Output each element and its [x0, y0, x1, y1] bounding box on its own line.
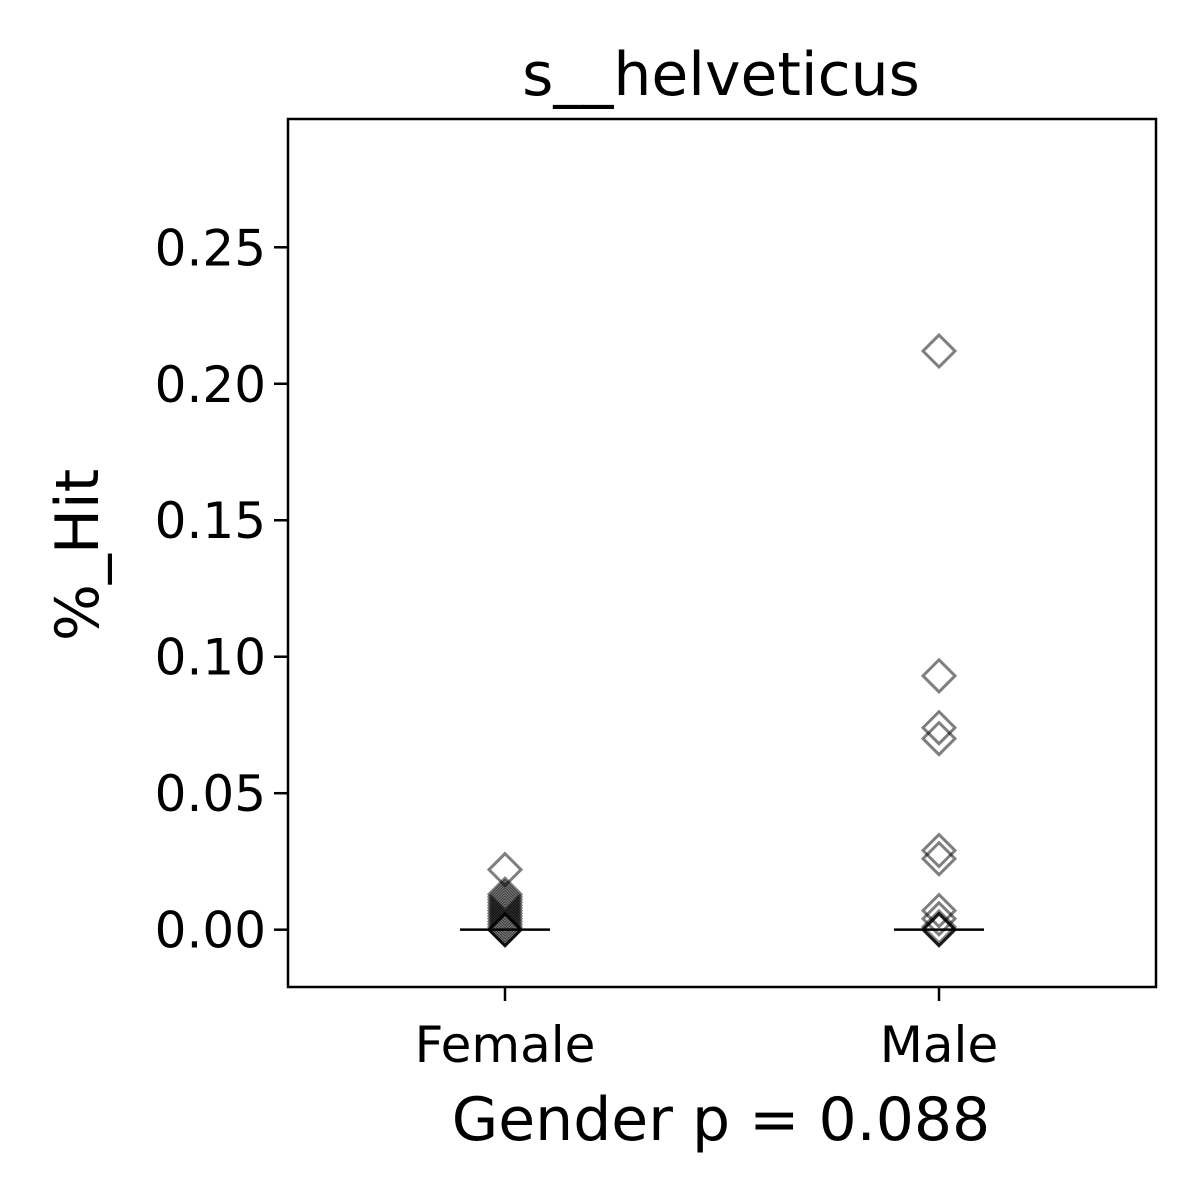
- data-points: [486, 332, 958, 948]
- x-axis: Female Male: [415, 987, 998, 1074]
- data-point: [920, 657, 958, 694]
- data-point: [920, 709, 958, 746]
- y-tick-label: 0.15: [155, 492, 266, 550]
- data-point: [920, 832, 958, 869]
- data-point: [486, 908, 524, 946]
- data-point: [920, 332, 958, 370]
- data-point: [920, 720, 958, 757]
- data-point: [486, 884, 524, 921]
- y-tick-label: 0.10: [155, 629, 266, 687]
- y-tick-label: 0.00: [155, 902, 266, 960]
- data-point: [920, 840, 958, 877]
- x-tick-label: Female: [415, 1016, 596, 1074]
- data-point: [486, 911, 524, 948]
- x-axis-label: Gender p = 0.088: [452, 1085, 990, 1155]
- data-point: [486, 886, 524, 924]
- data-point: [920, 900, 958, 937]
- data-point: [486, 889, 524, 926]
- data-point: [486, 892, 524, 929]
- y-tick-label: 0.20: [155, 356, 266, 414]
- data-point: [920, 892, 958, 929]
- y-tick-label: 0.05: [155, 765, 266, 823]
- data-point: [486, 897, 524, 935]
- data-point: [486, 906, 524, 943]
- data-point: [486, 903, 524, 940]
- chart-title: s__helveticus: [522, 40, 920, 110]
- data-point: [486, 900, 524, 937]
- y-axis: 0.00 0.05 0.10 0.15 0.20 0.25: [155, 219, 288, 960]
- y-axis-label: %_Hit: [43, 469, 113, 641]
- y-tick-label: 0.25: [155, 219, 266, 277]
- data-point: [920, 911, 958, 948]
- plot-area: [286, 117, 1158, 989]
- x-tick-label: Male: [880, 1016, 998, 1074]
- data-point: [920, 908, 958, 946]
